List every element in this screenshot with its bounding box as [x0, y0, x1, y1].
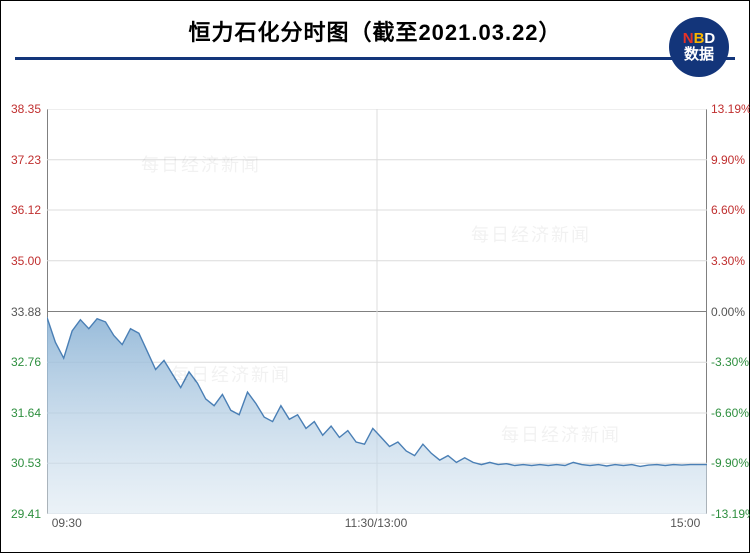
y-left-tick: 30.53: [1, 456, 41, 470]
chart-svg: [47, 109, 707, 514]
y-right-tick: 9.90%: [711, 153, 750, 167]
y-left-tick: 38.35: [1, 102, 41, 116]
y-left-tick: 32.76: [1, 355, 41, 369]
y-axis-right: 13.19%9.90%6.60%3.30%0.00%-3.30%-6.60%-9…: [705, 109, 749, 512]
chart-container: 恒力石化分时图（截至2021.03.22） NBD 数据 38.35 37.23 3…: [0, 0, 750, 553]
y-right-tick: -6.60%: [711, 406, 750, 420]
x-tick: 11:30/13:00: [345, 516, 408, 530]
chart-title: 恒力石化分时图（截至2021.03.22）: [188, 15, 561, 47]
y-left-tick: 31.64: [1, 406, 41, 420]
y-left-tick: 33.88: [1, 305, 41, 319]
y-right-tick: -9.90%: [711, 456, 750, 470]
y-right-tick: -13.19%: [711, 507, 750, 521]
y-axis-left: 38.3537.2336.1235.0033.8832.7631.6430.53…: [1, 109, 47, 512]
y-left-tick: 36.12: [1, 203, 41, 217]
y-right-tick: 6.60%: [711, 203, 750, 217]
nbd-logo-badge: NBD 数据: [669, 17, 729, 77]
badge-top: NBD: [683, 31, 716, 48]
x-tick: 15:00: [670, 516, 700, 530]
y-left-tick: 29.41: [1, 507, 41, 521]
header: 恒力石化分时图（截至2021.03.22） NBD 数据: [1, 1, 749, 57]
y-right-tick: 13.19%: [711, 102, 750, 116]
plot-area: 每日经济新闻每日经济新闻每日经济新闻每日经济新闻: [47, 109, 705, 512]
badge-bottom: 数据: [684, 47, 714, 64]
x-tick: 09:30: [52, 516, 82, 530]
x-axis: 09:30 11:30/13:00 15:00: [47, 516, 705, 534]
y-right-tick: 0.00%: [711, 305, 750, 319]
y-left-tick: 35.00: [1, 254, 41, 268]
y-left-tick: 37.23: [1, 153, 41, 167]
y-right-tick: 3.30%: [711, 254, 750, 268]
header-underline: [15, 57, 735, 60]
y-right-tick: -3.30%: [711, 355, 750, 369]
